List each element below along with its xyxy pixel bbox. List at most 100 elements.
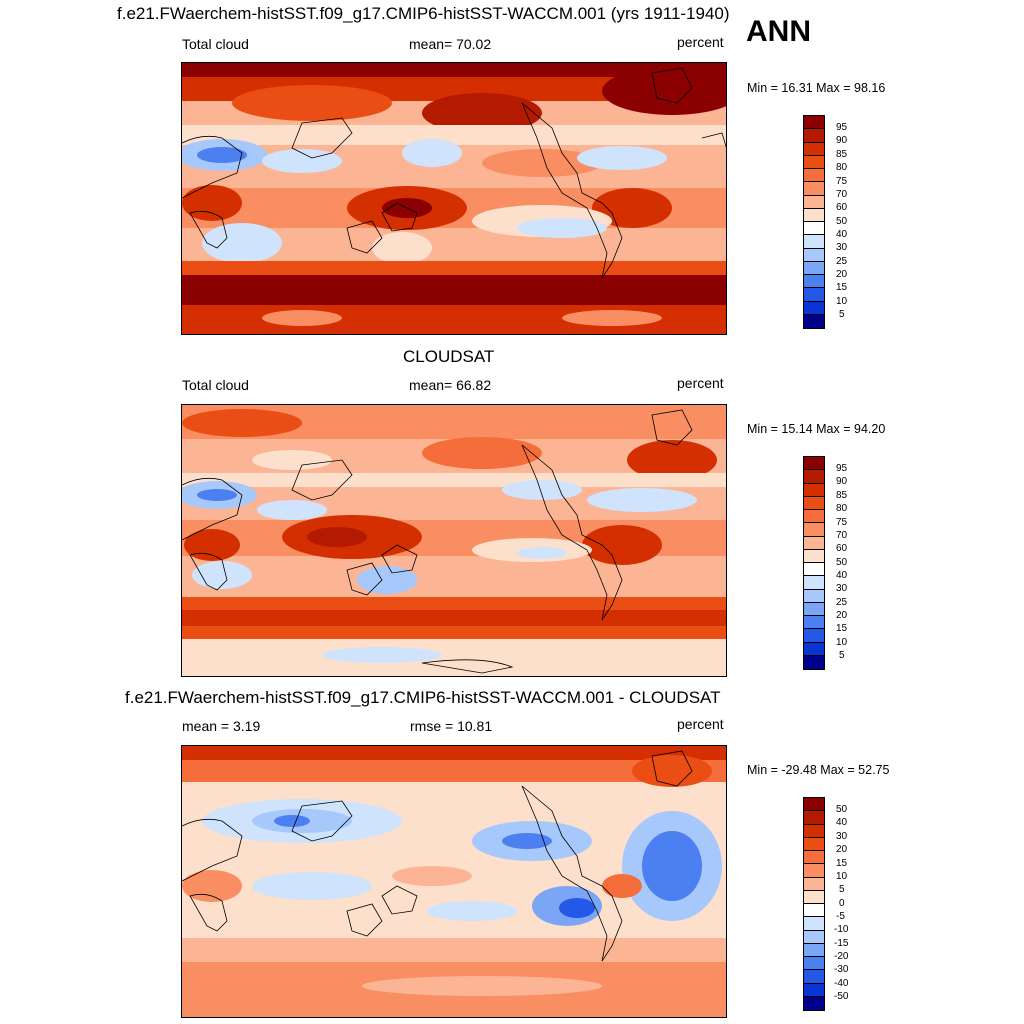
- panel-3-units-label: percent: [677, 716, 724, 732]
- colorbar-3-box-12: [804, 957, 824, 971]
- colorbar-1-label: 5: [839, 309, 845, 320]
- colorbar-1-box-11: [804, 261, 824, 275]
- colorbar-2-box-9: [804, 576, 824, 590]
- colorbar-1-box-12: [804, 275, 824, 289]
- colorbar-1-box-4: [804, 169, 824, 183]
- colorbar-2-label: 15: [836, 623, 848, 634]
- colorbar-3-box-14: [804, 983, 824, 997]
- colorbar-2-label: 25: [836, 597, 848, 608]
- colorbar-1-box-10: [804, 248, 824, 262]
- colorbar-2-label: 5: [839, 650, 845, 661]
- colorbar-2-label: 85: [836, 490, 848, 501]
- colorbar-2-box-3: [804, 496, 824, 510]
- colorbar-1-label: 75: [836, 176, 848, 187]
- colorbar-3-box-7: [804, 890, 824, 904]
- colorbar-3-box-1: [804, 811, 824, 825]
- colorbar-3-box-9: [804, 917, 824, 931]
- colorbar-1-box-3: [804, 155, 824, 169]
- colorbar-3-label: -50: [834, 991, 849, 1002]
- colorbar-1-label: 30: [836, 242, 848, 253]
- colorbar-2-label: 50: [836, 557, 848, 568]
- panel-2-colorbar: [803, 456, 825, 670]
- panel-2-mean-label: mean= 66.82: [409, 377, 492, 393]
- colorbar-2-label: 10: [836, 637, 848, 648]
- colorbar-2-box-15: [804, 655, 824, 669]
- colorbar-3-label: -10: [834, 924, 849, 935]
- colorbar-1-label: 60: [836, 202, 848, 213]
- panel-1-variable-label: Total cloud: [182, 36, 249, 52]
- colorbar-3-box-5: [804, 864, 824, 878]
- colorbar-3-box-15: [804, 996, 824, 1010]
- panel-2-units-label: percent: [677, 375, 724, 391]
- colorbar-1-box-0: [804, 116, 824, 130]
- colorbar-1-box-8: [804, 222, 824, 236]
- colorbar-3-label: -15: [834, 938, 849, 949]
- colorbar-2-box-6: [804, 536, 824, 550]
- panel-1-map: [181, 62, 727, 335]
- colorbar-1-box-13: [804, 288, 824, 302]
- colorbar-1-label: 10: [836, 296, 848, 307]
- panel-2-map: [181, 404, 727, 677]
- colorbar-3-label: 40: [836, 817, 848, 828]
- colorbar-1-box-14: [804, 301, 824, 315]
- colorbar-3-label: -30: [834, 964, 849, 975]
- panel-1-units-label: percent: [677, 34, 724, 50]
- colorbar-2-box-14: [804, 642, 824, 656]
- colorbar-3-label: -5: [836, 911, 845, 922]
- panel-2-title: CLOUDSAT: [403, 347, 495, 366]
- colorbar-1-label: 15: [836, 282, 848, 293]
- panel-1-minmax-label: Min = 16.31 Max = 98.16: [747, 81, 886, 95]
- colorbar-2-box-2: [804, 483, 824, 497]
- colorbar-2-label: 80: [836, 503, 848, 514]
- colorbar-2-label: 30: [836, 583, 848, 594]
- colorbar-3-box-0: [804, 798, 824, 812]
- panel-2-minmax-label: Min = 15.14 Max = 94.20: [747, 422, 886, 436]
- colorbar-2-box-5: [804, 523, 824, 537]
- colorbar-1-label: 40: [836, 229, 848, 240]
- colorbar-1-label: 90: [836, 135, 848, 146]
- colorbar-1-box-1: [804, 129, 824, 143]
- season-label: ANN: [746, 15, 811, 48]
- colorbar-1-label: 25: [836, 256, 848, 267]
- colorbar-2-box-1: [804, 470, 824, 484]
- colorbar-3-label: 30: [836, 831, 848, 842]
- colorbar-1-label: 85: [836, 149, 848, 160]
- panel-3-minmax-label: Min = -29.48 Max = 52.75: [747, 763, 890, 777]
- colorbar-2-box-4: [804, 510, 824, 524]
- colorbar-2-label: 40: [836, 570, 848, 581]
- colorbar-3-box-8: [804, 904, 824, 918]
- colorbar-3-box-4: [804, 851, 824, 865]
- colorbar-2-label: 70: [836, 530, 848, 541]
- colorbar-3-label: 50: [836, 804, 848, 815]
- colorbar-2-label: 95: [836, 463, 848, 474]
- colorbar-1-label: 50: [836, 216, 848, 227]
- panel-1-mean-label: mean= 70.02: [409, 36, 492, 52]
- colorbar-2-box-11: [804, 602, 824, 616]
- colorbar-2-box-10: [804, 589, 824, 603]
- panel-1-title: f.e21.FWaerchem-histSST.f09_g17.CMIP6-hi…: [117, 4, 730, 23]
- colorbar-1-box-7: [804, 208, 824, 222]
- colorbar-2-box-12: [804, 616, 824, 630]
- colorbar-3-label: 10: [836, 871, 848, 882]
- colorbar-3-label: 20: [836, 844, 848, 855]
- colorbar-3-label: 5: [839, 884, 845, 895]
- colorbar-3-box-11: [804, 943, 824, 957]
- colorbar-2-label: 60: [836, 543, 848, 554]
- colorbar-1-box-15: [804, 314, 824, 328]
- colorbar-1-label: 70: [836, 189, 848, 200]
- colorbar-2-box-7: [804, 549, 824, 563]
- panel-1-colorbar: [803, 115, 825, 329]
- panel-2-variable-label: Total cloud: [182, 377, 249, 393]
- colorbar-3-label: 0: [839, 898, 845, 909]
- colorbar-2-box-8: [804, 563, 824, 577]
- colorbar-2-box-13: [804, 629, 824, 643]
- colorbar-2-label: 75: [836, 517, 848, 528]
- colorbar-1-label: 80: [836, 162, 848, 173]
- colorbar-1-box-5: [804, 182, 824, 196]
- panel-3-map: [181, 745, 727, 1018]
- colorbar-2-box-0: [804, 457, 824, 471]
- colorbar-3-box-6: [804, 877, 824, 891]
- colorbar-3-label: 15: [836, 858, 848, 869]
- panel-3-rmse-label: rmse = 10.81: [410, 718, 493, 734]
- panel-3-colorbar: [803, 797, 825, 1011]
